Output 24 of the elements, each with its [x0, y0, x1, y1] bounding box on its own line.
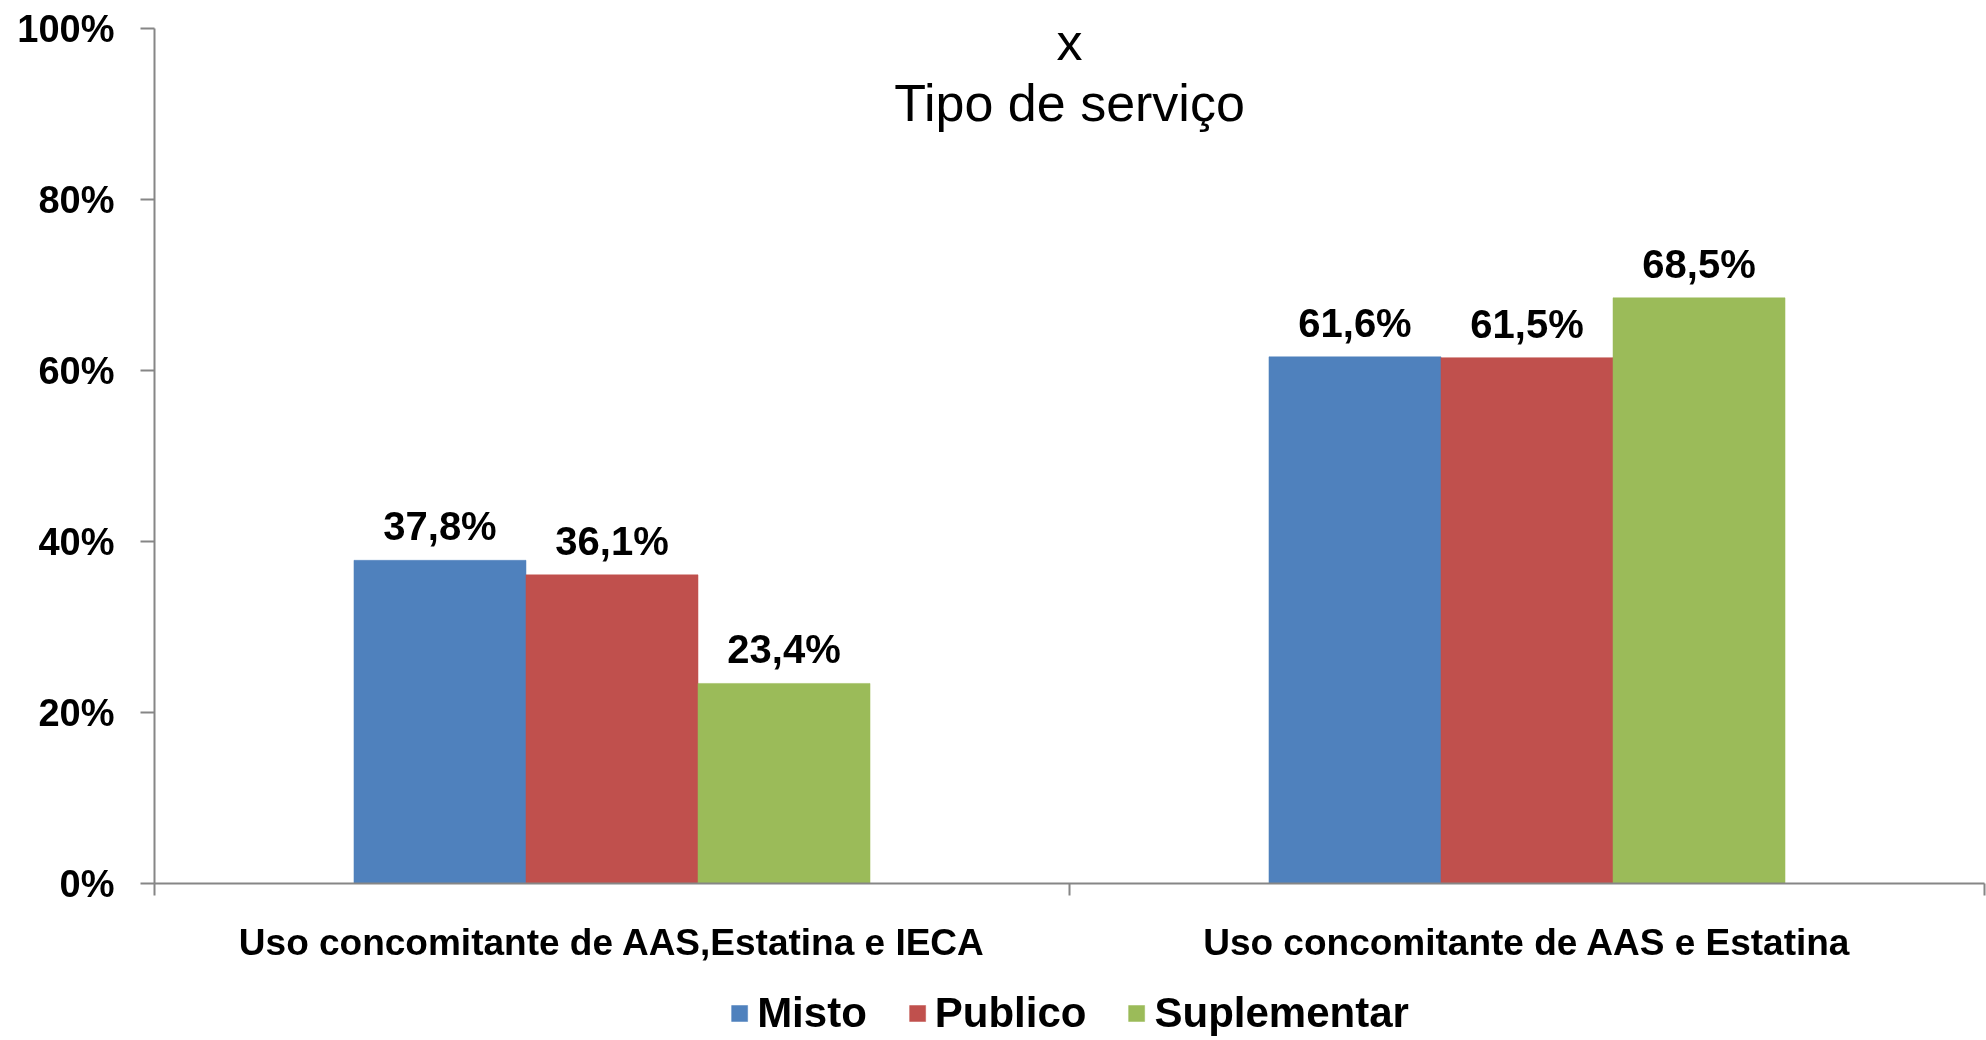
y-tick-label: 0%	[59, 862, 115, 905]
data-label: 61,5%	[1470, 301, 1584, 346]
x-tick-label: Uso concomitante de AAS,Estatina e IECA	[238, 921, 984, 963]
y-tick-label: 20%	[38, 691, 115, 734]
bar	[353, 560, 527, 884]
data-label: 23,4%	[727, 627, 841, 672]
data-label: 37,8%	[383, 504, 497, 549]
y-tick-label: 60%	[38, 349, 115, 392]
bar	[1612, 297, 1786, 884]
data-label: 68,5%	[1642, 241, 1756, 286]
y-tick-label: 100%	[17, 7, 115, 50]
y-tick-label: 40%	[38, 520, 115, 563]
bar	[1268, 356, 1442, 884]
y-tick-label: 80%	[38, 178, 115, 221]
bar	[697, 683, 871, 884]
chart-title: x Tipo de serviço	[894, 12, 1245, 132]
bar	[1440, 357, 1614, 884]
legend-label: Suplementar	[1154, 988, 1409, 1037]
x-tick-label: Uso concomitante de AAS e Estatina	[1203, 921, 1850, 963]
bar	[525, 574, 699, 884]
legend-label: Publico	[934, 988, 1087, 1037]
legend-label: Misto	[757, 988, 867, 1037]
data-label: 36,1%	[555, 518, 669, 563]
data-label: 61,6%	[1298, 300, 1412, 345]
